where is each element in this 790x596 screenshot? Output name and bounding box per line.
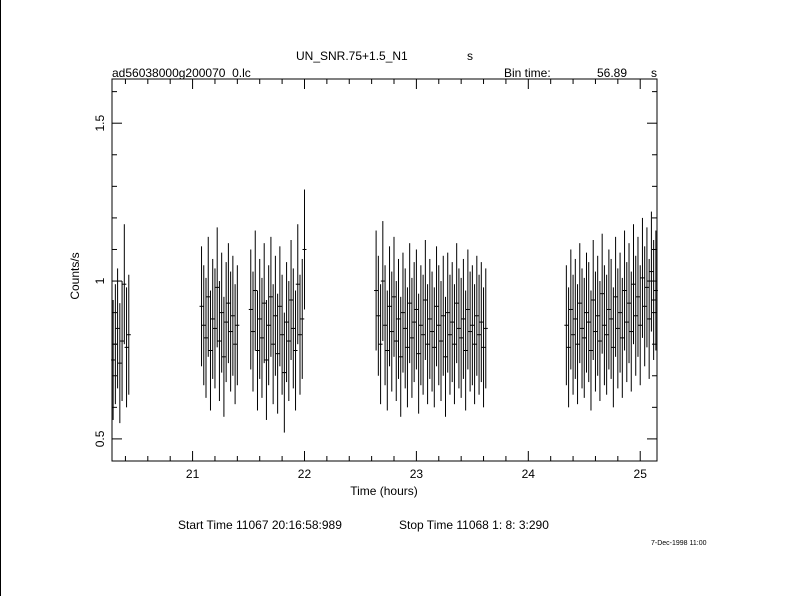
lightcurve-filename: ad56038000g200070_0.lc [112, 66, 251, 80]
plot-axes: 21 22 23 24 25 0.5 1 1.5 [93, 78, 658, 481]
bin-time-unit: s [651, 66, 657, 80]
y-axis-label: Counts/s [68, 252, 82, 299]
plot-frame [111, 78, 658, 462]
plot-object-unit: s [467, 49, 473, 63]
bin-time-value: 56.89 [597, 66, 628, 80]
bin-time-label: Bin time: [504, 66, 551, 80]
x-tick-label: 25 [634, 467, 648, 481]
window-left-edge [0, 0, 1, 596]
x-axis-label: Time (hours) [350, 484, 418, 498]
plot-object-name: UN_SNR.75+1.5_N1 [296, 49, 408, 63]
stop-time: Stop Time 11068 1: 8: 3:290 [399, 518, 549, 532]
x-tick-label: 23 [410, 467, 424, 481]
x-tick-label: 21 [186, 467, 200, 481]
y-tick-label: 1 [93, 277, 107, 284]
x-tick-label: 24 [522, 467, 536, 481]
y-tick-label: 0.5 [93, 430, 107, 447]
start-time: Start Time 11067 20:16:58:989 [178, 518, 342, 532]
data-points [111, 189, 658, 433]
x-tick-label: 22 [298, 467, 312, 481]
plot-timestamp: 7-Dec-1998 11:00 [651, 540, 707, 547]
y-tick-label: 1.5 [93, 115, 107, 132]
